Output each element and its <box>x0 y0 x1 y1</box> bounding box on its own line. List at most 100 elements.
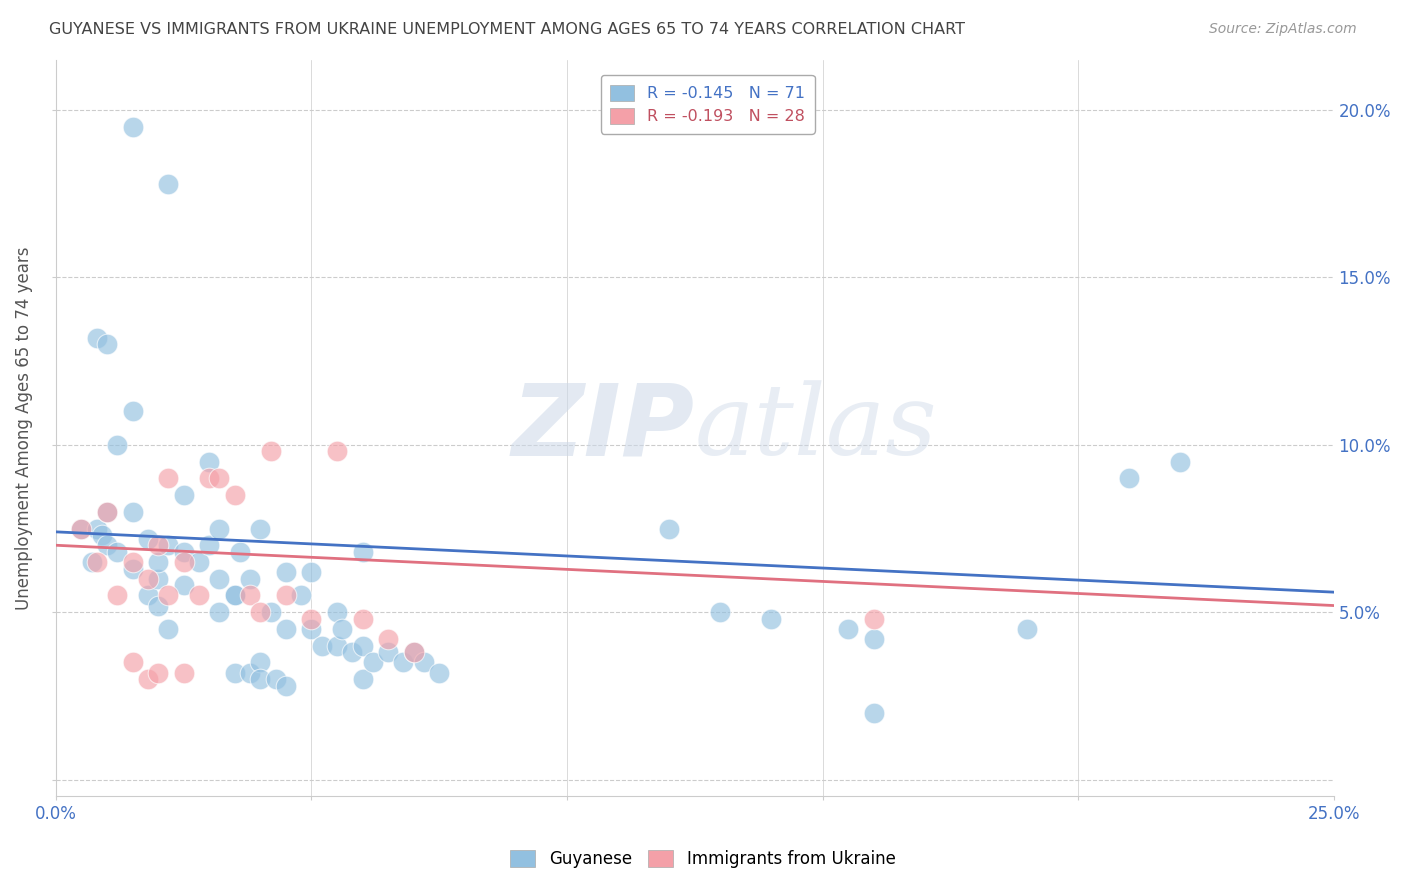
Point <box>136 572 159 586</box>
Point <box>198 538 221 552</box>
Point <box>121 562 143 576</box>
Point <box>105 438 128 452</box>
Point <box>121 656 143 670</box>
Point <box>301 622 323 636</box>
Point <box>121 120 143 134</box>
Point <box>862 632 884 646</box>
Point <box>96 538 118 552</box>
Point <box>229 545 252 559</box>
Text: GUYANESE VS IMMIGRANTS FROM UKRAINE UNEMPLOYMENT AMONG AGES 65 TO 74 YEARS CORRE: GUYANESE VS IMMIGRANTS FROM UKRAINE UNEM… <box>49 22 965 37</box>
Point <box>157 177 180 191</box>
Point <box>326 444 349 458</box>
Point <box>208 471 231 485</box>
Point <box>377 632 399 646</box>
Point <box>274 679 297 693</box>
Point <box>249 605 271 619</box>
Point <box>208 605 231 619</box>
Point <box>342 645 364 659</box>
Point <box>274 622 297 636</box>
Point <box>224 665 246 680</box>
Point <box>249 521 271 535</box>
Point <box>290 589 312 603</box>
Point <box>86 521 108 535</box>
Point <box>412 656 434 670</box>
Point <box>208 521 231 535</box>
Point <box>249 656 271 670</box>
Point <box>862 612 884 626</box>
Point <box>326 605 349 619</box>
Point <box>136 672 159 686</box>
Point <box>326 639 349 653</box>
Point <box>146 665 169 680</box>
Point <box>239 665 262 680</box>
Legend: Guyanese, Immigrants from Ukraine: Guyanese, Immigrants from Ukraine <box>503 843 903 875</box>
Point <box>1168 454 1191 468</box>
Legend: R = -0.145   N = 71, R = -0.193   N = 28: R = -0.145 N = 71, R = -0.193 N = 28 <box>600 75 814 134</box>
Point <box>224 488 246 502</box>
Point <box>402 645 425 659</box>
Point <box>173 555 195 569</box>
Point <box>157 589 180 603</box>
Point <box>96 337 118 351</box>
Point <box>658 521 681 535</box>
Point <box>146 599 169 613</box>
Point <box>274 565 297 579</box>
Point <box>90 528 112 542</box>
Point <box>709 605 731 619</box>
Point <box>121 555 143 569</box>
Point <box>136 532 159 546</box>
Point <box>1118 471 1140 485</box>
Point <box>157 471 180 485</box>
Point <box>208 572 231 586</box>
Point <box>105 545 128 559</box>
Point <box>70 521 93 535</box>
Point <box>264 672 287 686</box>
Text: atlas: atlas <box>695 380 938 475</box>
Point <box>188 555 211 569</box>
Point <box>352 672 374 686</box>
Point <box>239 589 262 603</box>
Point <box>224 589 246 603</box>
Point <box>70 521 93 535</box>
Point <box>761 612 783 626</box>
Point <box>121 505 143 519</box>
Point <box>301 612 323 626</box>
Point <box>173 488 195 502</box>
Point <box>146 572 169 586</box>
Point <box>311 639 333 653</box>
Y-axis label: Unemployment Among Ages 65 to 74 years: Unemployment Among Ages 65 to 74 years <box>15 246 32 610</box>
Point <box>352 545 374 559</box>
Point <box>377 645 399 659</box>
Point <box>188 589 211 603</box>
Point <box>105 589 128 603</box>
Point <box>121 404 143 418</box>
Point <box>157 538 180 552</box>
Point <box>86 330 108 344</box>
Point <box>249 672 271 686</box>
Point <box>274 589 297 603</box>
Point <box>146 538 169 552</box>
Point <box>330 622 353 636</box>
Point <box>352 612 374 626</box>
Point <box>96 505 118 519</box>
Point <box>361 656 384 670</box>
Point <box>198 471 221 485</box>
Point <box>837 622 859 636</box>
Point <box>1015 622 1038 636</box>
Text: ZIP: ZIP <box>512 379 695 476</box>
Text: Source: ZipAtlas.com: Source: ZipAtlas.com <box>1209 22 1357 37</box>
Point <box>239 572 262 586</box>
Point <box>80 555 103 569</box>
Point <box>402 645 425 659</box>
Point <box>173 545 195 559</box>
Point <box>301 565 323 579</box>
Point <box>173 665 195 680</box>
Point <box>259 605 281 619</box>
Point <box>136 589 159 603</box>
Point <box>427 665 450 680</box>
Point <box>157 622 180 636</box>
Point <box>173 578 195 592</box>
Point <box>392 656 415 670</box>
Point <box>259 444 281 458</box>
Point <box>198 454 221 468</box>
